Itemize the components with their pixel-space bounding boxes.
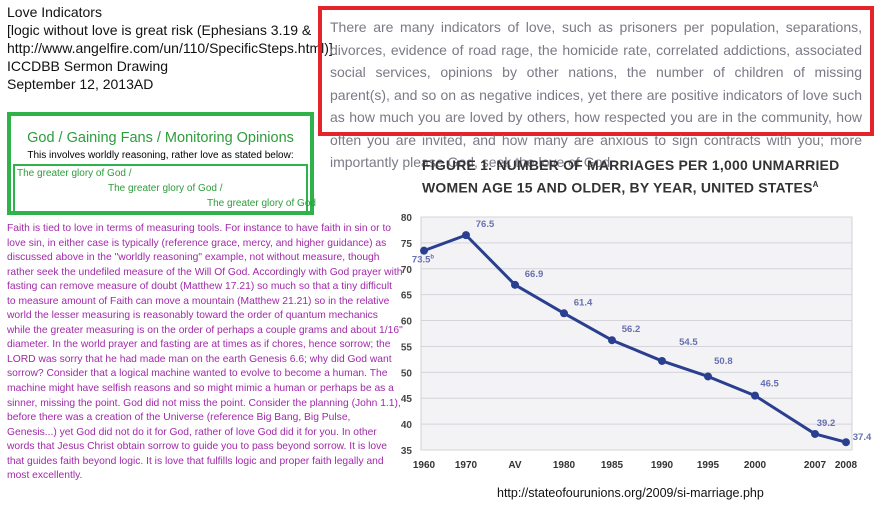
data-point <box>704 372 712 381</box>
x-tick-label: 1970 <box>455 460 478 471</box>
y-tick-label: 60 <box>401 317 413 328</box>
data-label: 61.4 <box>574 297 593 308</box>
data-label: 46.5 <box>760 378 779 389</box>
header-date: September 12, 2013AD <box>7 76 154 92</box>
faith-paragraph: Faith is tied to love in terms of measur… <box>7 223 403 482</box>
glory-line-3: The greater glory of God <box>207 198 316 209</box>
x-tick-label: 2000 <box>744 460 767 471</box>
header-title: Love Indicators <box>7 4 102 20</box>
y-tick-label: 45 <box>401 394 413 405</box>
data-point <box>608 336 616 345</box>
data-label: 66.9 <box>525 269 544 280</box>
data-label-superscript: b <box>430 255 434 261</box>
x-tick-label: 2007 <box>804 460 827 471</box>
data-label: 56.2 <box>622 324 641 335</box>
x-tick-label: 1995 <box>697 460 720 471</box>
header-url: http://www.angelfire.com/un/110/Specific… <box>7 40 333 56</box>
data-point <box>462 231 470 240</box>
glory-box: The greater glory of God / The greater g… <box>13 164 316 214</box>
green-box-subtitle: This involves worldly reasoning, rather … <box>27 150 294 161</box>
green-box-title: God / Gaining Fans / Monitoring Opinions <box>27 130 294 146</box>
gaining-fans-box: God / Gaining Fans / Monitoring Opinions… <box>7 112 316 215</box>
data-point <box>751 391 759 400</box>
data-label: 54.5 <box>679 337 698 348</box>
data-point <box>811 429 819 438</box>
y-tick-label: 40 <box>401 420 413 431</box>
y-tick-label: 80 <box>401 213 413 224</box>
chart-title: FIGURE 1. NUMBER OF MARRIAGES PER 1,000 … <box>422 156 872 198</box>
data-label: 50.8 <box>714 356 733 367</box>
data-label: 39.2 <box>817 418 836 429</box>
x-tick-label: 1960 <box>413 460 436 471</box>
chart-title-text: FIGURE 1. NUMBER OF MARRIAGES PER 1,000 … <box>422 157 840 196</box>
header-reference: [logic without love is great risk (Ephes… <box>7 22 312 38</box>
data-point <box>511 280 519 289</box>
data-point <box>560 309 568 318</box>
y-tick-label: 75 <box>401 239 413 250</box>
x-tick-label: 1985 <box>601 460 624 471</box>
glory-line-2: The greater glory of God / <box>108 183 223 194</box>
data-label: 73.5b <box>412 255 435 266</box>
x-tick-label: 1990 <box>651 460 674 471</box>
love-indicators-box: There are many indicators of love, such … <box>318 6 874 170</box>
header-org: ICCDBB Sermon Drawing <box>7 58 169 74</box>
data-label: 37.4 <box>853 432 872 443</box>
header-block: Love Indicators [logic without love is g… <box>7 3 333 93</box>
x-tick-label: AV <box>508 460 521 471</box>
source-url: http://stateofourunions.org/2009/si-marr… <box>497 486 764 500</box>
data-point <box>658 356 666 365</box>
series-line <box>423 233 847 444</box>
y-tick-label: 55 <box>401 342 413 353</box>
y-tick-label: 70 <box>401 265 413 276</box>
y-tick-label: 50 <box>401 368 413 379</box>
glory-line-1: The greater glory of God / <box>17 168 132 179</box>
chart-title-superscript: A <box>812 180 819 189</box>
data-label: 76.5 <box>476 219 495 230</box>
y-tick-label: 35 <box>401 446 413 457</box>
data-point <box>842 438 850 447</box>
y-tick-label: 65 <box>401 291 413 302</box>
x-tick-label: 2008 <box>835 460 858 471</box>
data-point <box>420 246 428 255</box>
x-tick-label: 1980 <box>553 460 576 471</box>
